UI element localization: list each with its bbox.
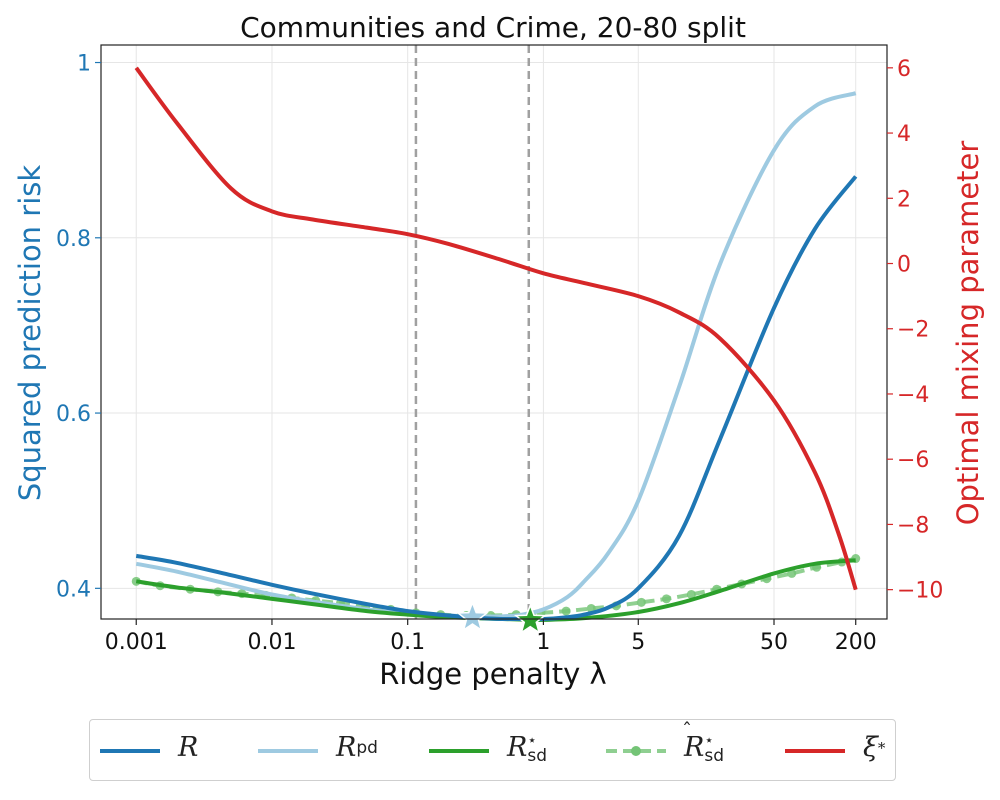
series-marker-R_sd_hat — [661, 594, 671, 604]
series-marker-R_sd_hat — [686, 589, 696, 599]
x-axis-label: Ridge penalty λ — [379, 657, 606, 691]
x-tick-label: 200 — [835, 630, 877, 655]
legend-item-xi: ξ * — [783, 720, 933, 782]
plot-frame — [100, 44, 888, 620]
series-line-R — [135, 175, 858, 622]
x-tick-label: 0.1 — [390, 630, 425, 655]
series-marker-R_sd_hat — [561, 606, 571, 616]
y-right-tick-label: −4 — [897, 383, 929, 408]
optimum-star — [456, 600, 489, 632]
y-left-tick-label: 0.4 — [56, 577, 91, 602]
series-line-R_pd — [135, 91, 857, 619]
y-axis-left-label: Squared prediction risk — [13, 165, 47, 502]
legend-item-R_sd_hat: ˆ R ⋆ sd — [604, 718, 754, 782]
chart-canvas: 0.001 0.01 0.1 1 5 50 200 0.4 0.6 0.8 1 −10 −8 −6 −4 −2… — [13, 11, 985, 691]
y-axis-right-label: Optimal mixing parameter — [951, 141, 985, 526]
y-left-tick-label: 0.8 — [56, 227, 91, 252]
tick-layer: 0.001 0.01 0.1 1 5 50 200 0.4 0.6 0.8 1 −10 −8 −6 −4 −2… — [56, 52, 943, 655]
y-right-tick-label: −10 — [897, 579, 943, 604]
grid — [101, 45, 887, 619]
legend-swatch — [100, 749, 160, 753]
y-left-tick-label: 1 — [77, 52, 91, 77]
chart-title: Communities and Crime, 20-80 split — [240, 11, 746, 44]
y-right-tick-label: 2 — [897, 187, 911, 212]
y-right-tick-label: −2 — [897, 318, 929, 343]
y-right-tick-label: 0 — [897, 253, 911, 278]
series-marker-R_sd_hat — [636, 597, 646, 607]
legend-item-R_sd: R ⋆ sd — [427, 720, 577, 782]
x-tick-label: 0.001 — [105, 630, 168, 655]
y-left-tick-label: 0.6 — [56, 402, 91, 427]
series-layer — [131, 66, 861, 623]
legend-swatch — [785, 749, 845, 753]
y-right-tick-label: 4 — [897, 122, 911, 147]
y-right-tick-label: −8 — [897, 513, 929, 538]
x-tick-label: 5 — [631, 630, 645, 655]
legend-item-R: R — [98, 720, 248, 782]
x-tick-label: 0.01 — [247, 630, 296, 655]
y-right-tick-label: −6 — [897, 448, 929, 473]
series-line-xi — [134, 66, 858, 591]
legend-swatch — [258, 749, 318, 753]
x-tick-label: 50 — [760, 630, 788, 655]
legend-swatch — [606, 746, 666, 756]
x-tick-label: 1 — [536, 630, 550, 655]
hat-accent: ˆ — [682, 718, 692, 742]
legend-label: ˆ R ⋆ sd — [682, 718, 724, 766]
legend-label: ξ * — [863, 732, 886, 763]
legend-label: R ⋆ sd — [507, 730, 547, 766]
reference-lines — [414, 45, 531, 619]
legend-swatch — [429, 749, 489, 753]
y-right-tick-label: 6 — [897, 57, 911, 82]
legend-label: R — [178, 732, 199, 763]
